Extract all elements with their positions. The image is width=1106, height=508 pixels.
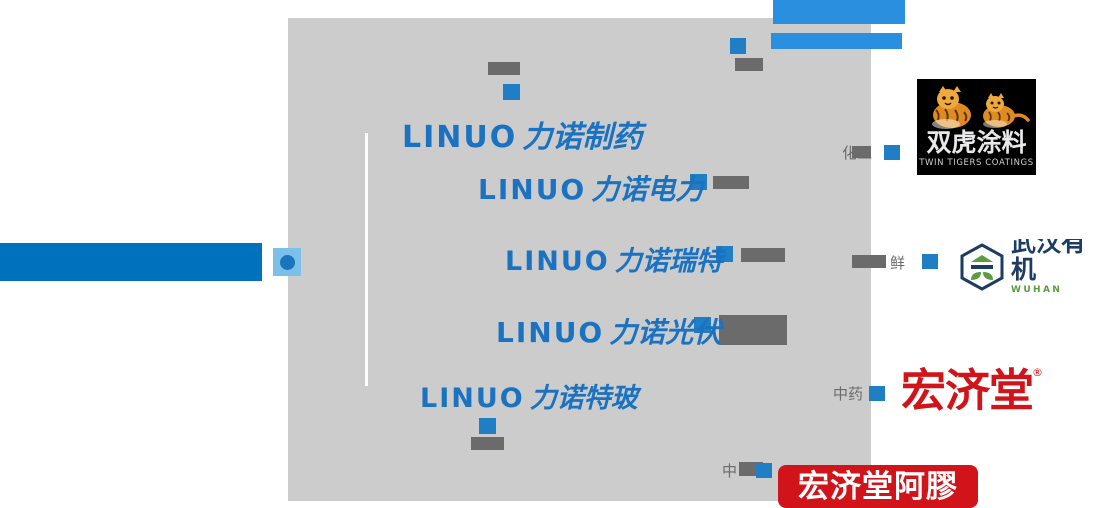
logo-hongjitang-ejiao: 宏济堂阿膠 [778,465,978,508]
hexagon-leaf-icon [960,243,1004,291]
bullet-marker [756,463,772,478]
brand-latin: LINUO [496,316,605,349]
brand-cjk: 力诺电力 [591,173,704,206]
brand-wordmark-linuo-pv: LINUO 力诺光伏 [496,311,721,351]
bullet-marker [716,246,733,262]
wuhan-youji-text: 武汉有机 WUHAN YOUJI [1011,239,1106,295]
redacted-text-block [741,248,785,262]
logo-twin-tigers: 双虎涂料 TWIN TIGERS COATINGS [917,79,1036,175]
twin-tigers-illustration [932,86,1030,129]
wuhan-youji-cjk: 武汉有机 [1011,239,1087,284]
logo-hongjitang: 宏济堂 ® [899,363,1046,421]
brand-cjk: 力诺瑞特 [614,246,723,277]
brand-latin: LINUO [402,120,518,155]
brand-latin: LINUO [505,246,610,277]
node-marker[interactable] [273,248,301,276]
bullet-marker [694,317,711,333]
redacted-text-block [471,437,504,450]
twin-tigers-cjk: 双虎涂料 [926,128,1027,157]
brand-latin: LINUO [420,383,525,414]
brand-cjk: 力诺特玻 [529,383,638,414]
brand-cjk: 力诺光伏 [609,316,722,349]
logo-wuhan-youji: 武汉有机 WUHAN YOUJI [955,239,1106,295]
bullet-marker [884,145,900,160]
redacted-text-block [719,315,787,345]
bullet-marker [730,38,746,54]
bullet-marker [690,174,707,190]
hongjitang-cjk: 宏济堂 [900,364,1034,417]
bullet-marker [503,84,520,100]
redacted-text-block [852,255,886,268]
redacted-title-bar [773,0,905,24]
redacted-subtitle-bar [771,33,902,49]
brand-latin: LINUO [478,173,587,206]
brand-wordmark-linuo-glass: LINUO 力诺特玻 [420,376,638,415]
brand-wordmark-linuo-power: LINUO 力诺电力 [478,168,703,208]
redacted-text-block [713,176,749,189]
headline-bar [0,243,262,281]
brand-wordmark-linuo-pharma: LINUO 力诺制药 [402,112,642,156]
redacted-text-block [852,146,871,158]
label-fresh: 鲜 [890,254,906,272]
label-zhong: 中 [722,462,738,480]
label-chemicals: 化工 [842,144,873,162]
bullet-marker [922,254,938,269]
node-marker-dot [279,254,295,270]
registered-mark-icon: ® [1032,366,1043,379]
bullet-marker [479,418,496,434]
wuhan-youji-en: WUHAN YOUJI [1011,285,1063,295]
label-tcm: 中药 [833,385,864,403]
brand-cjk: 力诺制药 [522,120,643,155]
bullet-marker [869,386,885,401]
brand-wordmark-linuo-ruite: LINUO 力诺瑞特 [505,239,723,278]
hongjitang-ejiao-cjk: 宏济堂阿膠 [798,468,958,505]
twin-tigers-en: TWIN TIGERS COATINGS [919,158,1034,168]
vertical-rail [365,133,368,386]
redacted-text-block [488,62,520,75]
redacted-text-block [735,58,763,71]
